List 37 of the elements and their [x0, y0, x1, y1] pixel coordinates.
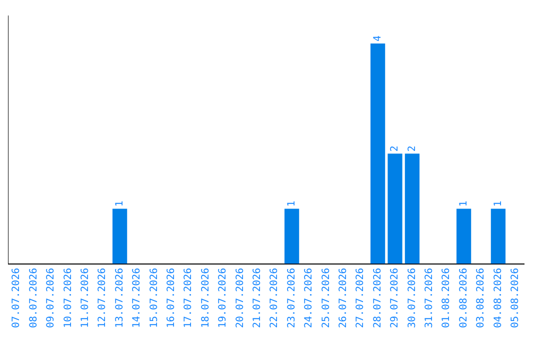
x-tick-label: 01.08.2026	[441, 268, 452, 328]
x-tick-label: 18.07.2026	[200, 268, 212, 328]
x-tick-label: 21.07.2026	[252, 268, 263, 328]
x-tick-label: 15.07.2026	[148, 268, 160, 328]
x-tick-label: 16.07.2026	[166, 268, 177, 328]
x-tick-label: 24.07.2026	[304, 268, 315, 328]
data-label: 1	[286, 200, 298, 207]
x-tick-label: 26.07.2026	[338, 268, 349, 328]
data-label: 2	[406, 146, 418, 152]
x-tick-label: 13.07.2026	[114, 268, 126, 328]
x-tick-label: 22.07.2026	[269, 268, 280, 328]
data-label: 1	[114, 200, 126, 207]
x-tick-label: 09.07.2026	[46, 268, 57, 328]
x-tick-label: 03.08.2026	[476, 268, 487, 328]
x-tick-label: 14.07.2026	[132, 268, 143, 328]
x-tick-label: 10.07.2026	[62, 268, 74, 328]
data-label: 1	[492, 200, 504, 207]
data-label: 2	[390, 146, 401, 152]
x-tick-label: 02.08.2026	[458, 268, 470, 328]
data-label: 4	[372, 36, 384, 42]
x-tick-label: 17.07.2026	[183, 268, 194, 328]
x-tick-label: 08.07.2026	[28, 268, 40, 328]
x-tick-label: 27.07.2026	[355, 268, 366, 328]
x-tick-label: 11.07.2026	[80, 268, 91, 328]
x-tick-label: 12.07.2026	[97, 268, 108, 328]
x-tick-label: 23.07.2026	[286, 268, 298, 328]
data-label: 1	[458, 200, 470, 207]
x-tick-label: 07.07.2026	[11, 268, 22, 328]
x-tick-label: 29.07.2026	[390, 268, 401, 328]
x-tick-label: 28.07.2026	[372, 268, 384, 328]
x-tick-label: 19.07.2026	[218, 268, 229, 328]
x-tick-label: 20.07.2026	[234, 268, 246, 328]
x-tick-label: 30.07.2026	[406, 268, 418, 328]
x-tick-label: 05.08.2026	[510, 268, 521, 328]
x-tick-label: 04.08.2026	[492, 268, 504, 328]
x-tick-label: 31.07.2026	[424, 268, 435, 328]
x-tick-label: 25.07.2026	[320, 268, 332, 328]
